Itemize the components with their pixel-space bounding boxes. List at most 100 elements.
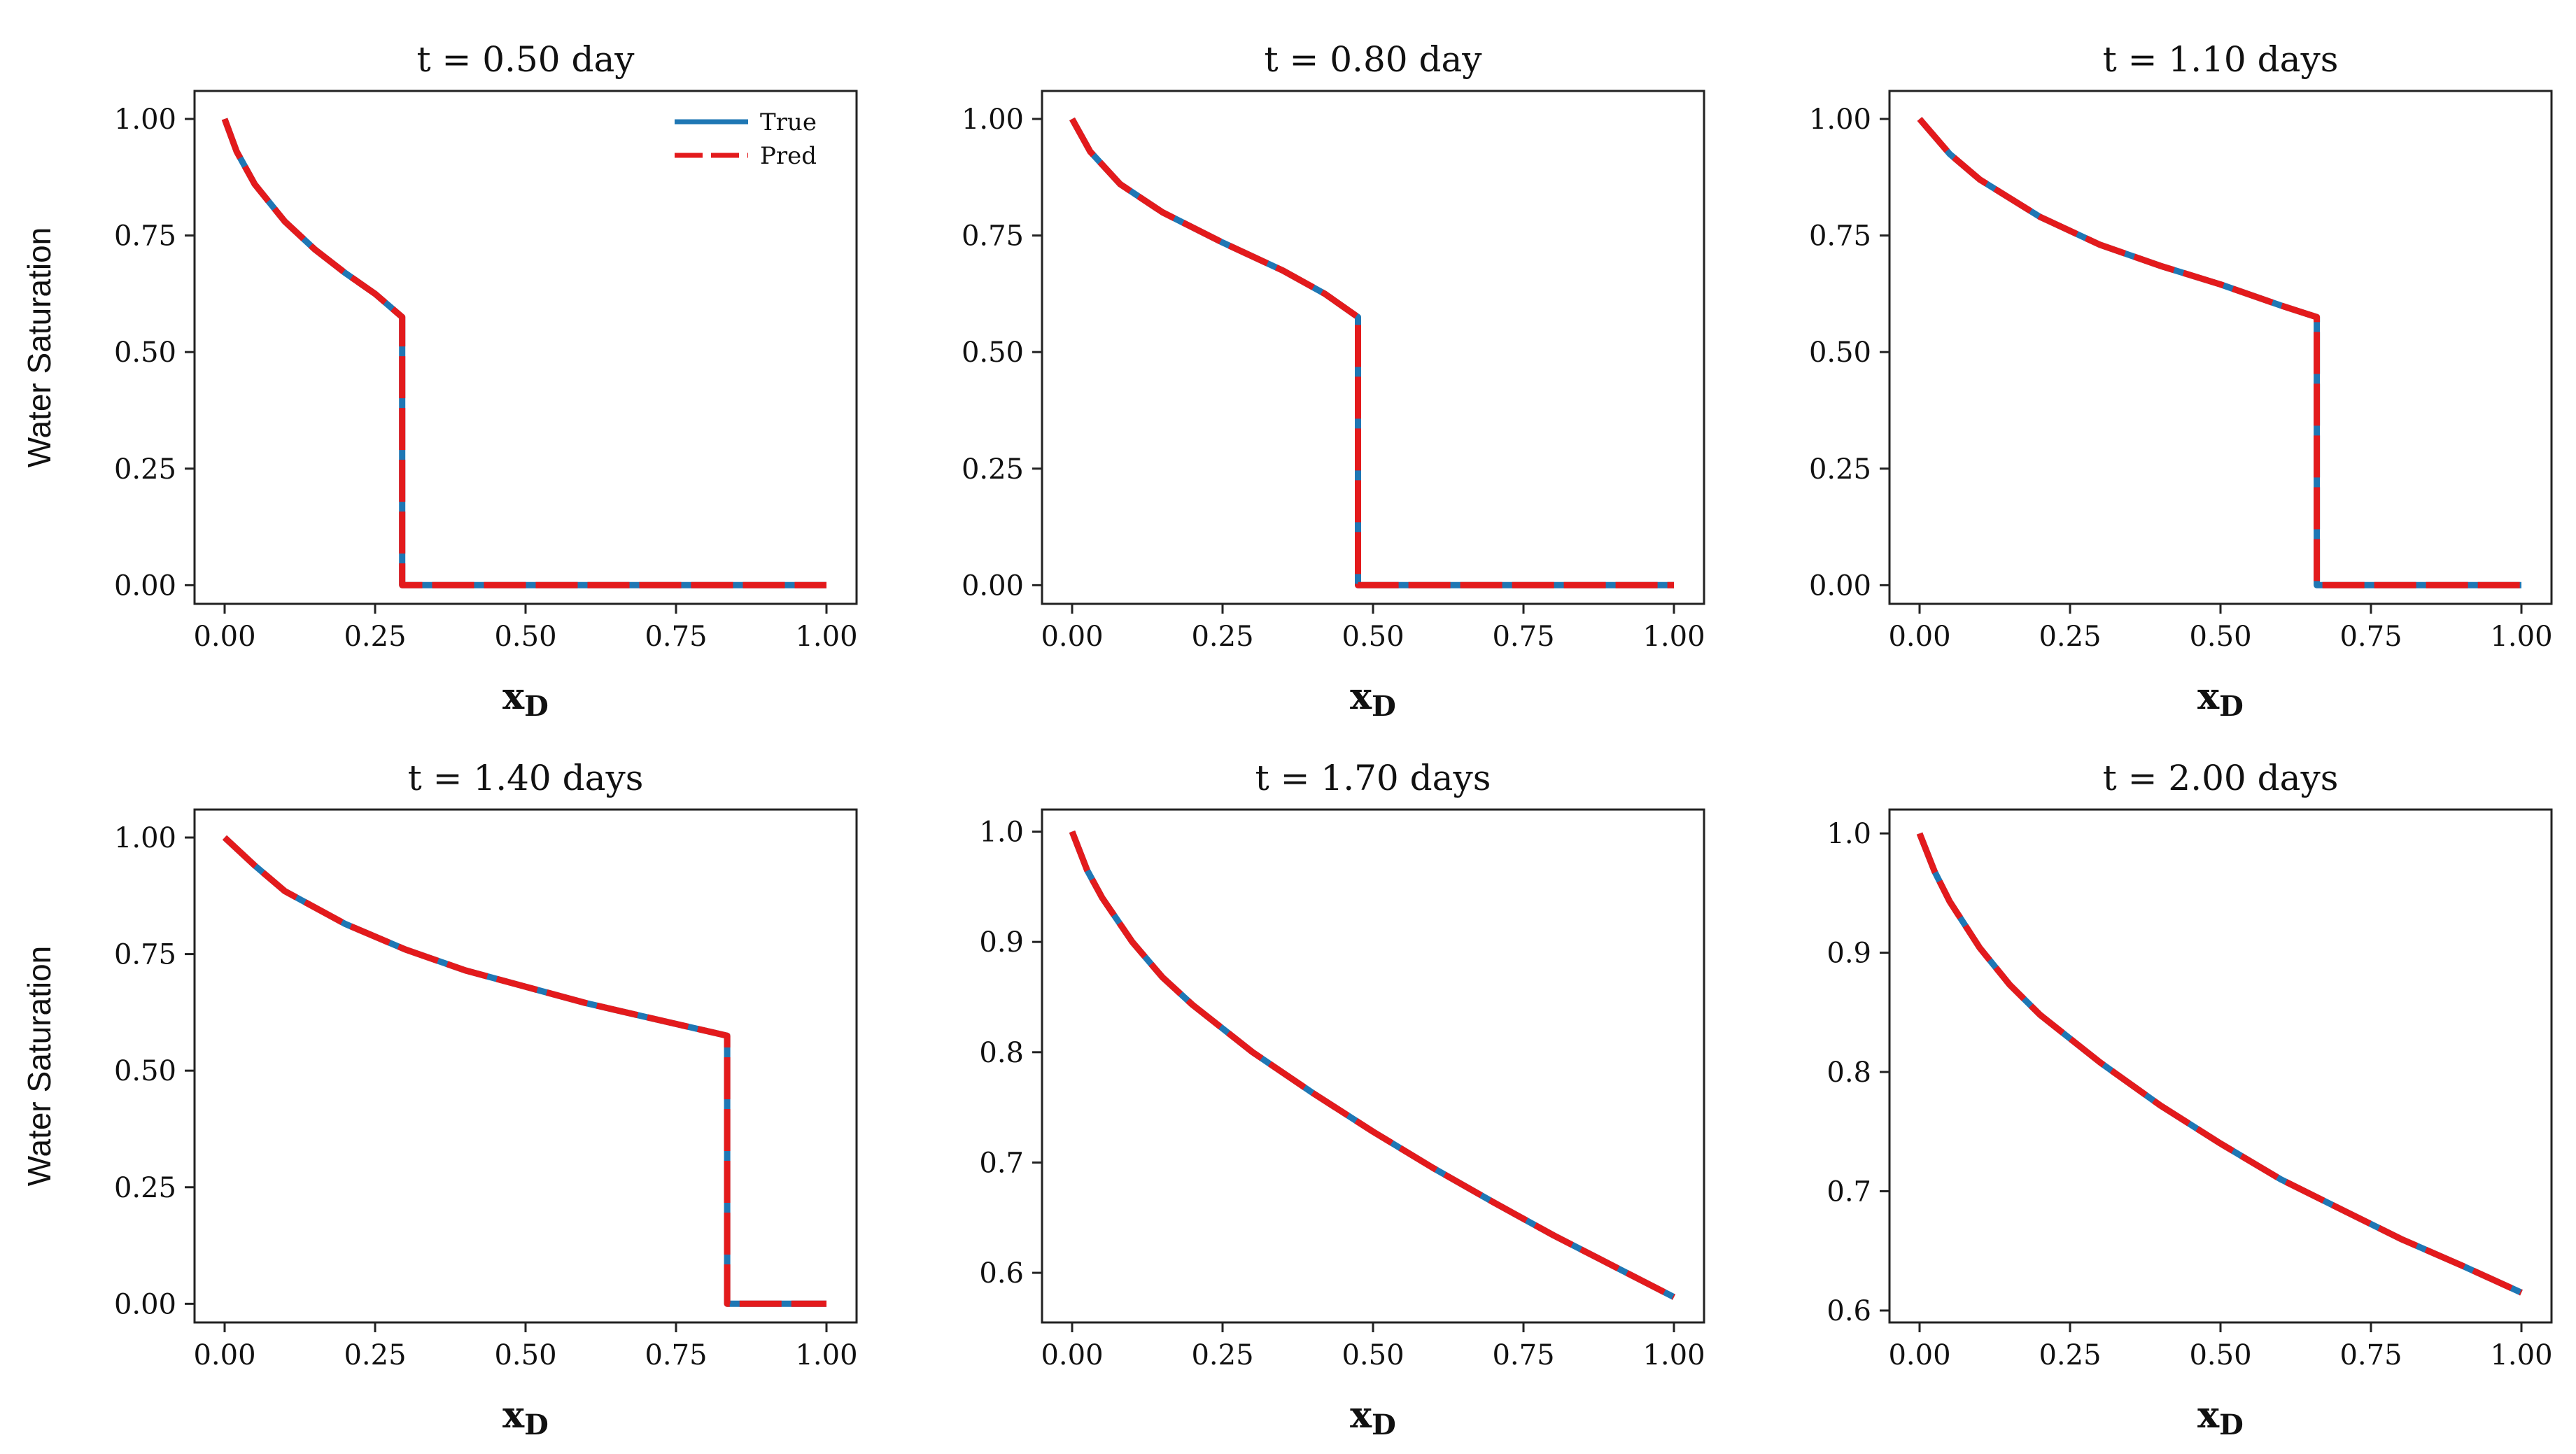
subplot-title: t = 0.80 day xyxy=(1264,39,1482,80)
x-tick-label: 0.25 xyxy=(1191,1339,1253,1371)
series-pred-line xyxy=(1069,117,1674,588)
x-tick-label: 1.00 xyxy=(795,621,857,653)
series-pred-line xyxy=(221,118,826,588)
y-tick-label: 1.00 xyxy=(1809,104,1871,136)
subplot-title: t = 0.50 day xyxy=(416,39,635,80)
x-axis-label-subscript: D xyxy=(524,690,549,723)
y-tick-label: 0.75 xyxy=(114,220,176,253)
y-tick-label: 1.00 xyxy=(114,104,176,136)
x-tick-label: 0.50 xyxy=(1342,1339,1404,1371)
x-axis-label-subscript: D xyxy=(1372,1409,1396,1441)
x-axis-label-subscript: D xyxy=(2219,1409,2244,1441)
legend-pred-label: Pred xyxy=(760,142,817,170)
y-tick-label: 0.6 xyxy=(1827,1295,1871,1327)
subplot-title: t = 1.10 days xyxy=(2103,39,2339,80)
y-tick-label: 0.00 xyxy=(1809,570,1871,602)
y-tick-label: 0.25 xyxy=(1809,453,1871,486)
x-tick-label: 0.25 xyxy=(344,621,406,653)
x-tick-label: 0.25 xyxy=(1191,621,1253,653)
x-axis-label: xD xyxy=(502,1394,549,1441)
subplot-5: t = 1.70 days 0.00 0.25 0.50 0.75 1.00 0.6 0.7 0… xyxy=(979,758,1705,1441)
y-tick-label: 0.00 xyxy=(962,570,1024,602)
y-tick-label: 0.9 xyxy=(1827,938,1871,970)
x-tick-label: 1.00 xyxy=(1642,621,1705,653)
y-tick-label: 0.8 xyxy=(979,1037,1024,1069)
x-axis-label-main: x xyxy=(1350,1394,1372,1437)
axes-frame xyxy=(1041,808,1705,1324)
legend-true-label: True xyxy=(760,108,817,136)
y-tick-label: 0.50 xyxy=(114,1055,176,1087)
x-tick-label: 1.00 xyxy=(1642,1339,1705,1371)
y-tick-label: 0.50 xyxy=(114,337,176,369)
x-tick-label: 0.50 xyxy=(2189,621,2251,653)
subplot-6: t = 2.00 days 0.00 0.25 0.50 0.75 1.00 0.6 0.7 0… xyxy=(1827,758,2552,1441)
x-axis-label: xD xyxy=(2197,675,2244,723)
x-tick-label: 0.75 xyxy=(645,1339,707,1371)
series-true-line xyxy=(1916,832,2523,1296)
subplot-title: t = 1.70 days xyxy=(1255,758,1491,798)
x-tick-label: 0.50 xyxy=(494,1339,556,1371)
x-axis-label-subscript: D xyxy=(2219,690,2244,723)
x-axis-label-subscript: D xyxy=(1372,690,1396,723)
axes-frame xyxy=(193,90,858,605)
axes-frame xyxy=(1041,90,1705,605)
x-axis-label-main: x xyxy=(502,1394,525,1437)
x-tick-label: 0.00 xyxy=(1888,621,1950,653)
series-pred-line xyxy=(222,835,826,1307)
x-tick-label: 0.00 xyxy=(1041,621,1103,653)
axes-frame xyxy=(1888,808,2553,1324)
series-pred-line xyxy=(1916,832,2523,1296)
x-axis-label-main: x xyxy=(2197,1394,2220,1437)
x-tick-label: 1.00 xyxy=(2490,1339,2552,1371)
y-tick-label: 0.50 xyxy=(962,337,1024,369)
series-true-line xyxy=(221,118,826,588)
subplot-1: t = 0.50 day 0.00 0.25 0.50 0.75 1.00 0.00 0.25… xyxy=(21,39,858,723)
x-axis-label-subscript: D xyxy=(524,1409,549,1441)
y-tick-label: 0.7 xyxy=(1827,1176,1871,1208)
x-axis-label-main: x xyxy=(2197,675,2220,718)
x-tick-label: 0.50 xyxy=(494,621,556,653)
y-tick-label: 0.00 xyxy=(114,570,176,602)
series-pred-line xyxy=(1069,830,1676,1300)
y-tick-label: 0.9 xyxy=(979,926,1024,959)
subplot-title: t = 2.00 days xyxy=(2103,758,2339,798)
y-tick-label: 1.0 xyxy=(979,817,1024,849)
x-axis-label-main: x xyxy=(502,675,525,718)
x-axis-label: xD xyxy=(2197,1394,2244,1441)
x-tick-label: 0.75 xyxy=(1492,621,1554,653)
legend: True Pred xyxy=(675,108,817,170)
y-tick-label: 1.00 xyxy=(962,104,1024,136)
x-tick-label: 0.00 xyxy=(1888,1339,1950,1371)
y-tick-label: 0.75 xyxy=(1809,220,1871,253)
x-tick-label: 0.75 xyxy=(1492,1339,1554,1371)
y-tick-label: 0.25 xyxy=(962,453,1024,486)
series-true-line xyxy=(1917,117,2521,588)
subplot-3: t = 1.10 days 0.00 0.25 0.50 0.75 1.00 0.00 0.2… xyxy=(1809,39,2553,723)
x-tick-label: 0.25 xyxy=(2039,1339,2101,1371)
y-tick-label: 0.25 xyxy=(114,1172,176,1204)
x-tick-label: 1.00 xyxy=(795,1339,857,1371)
y-tick-label: 1.00 xyxy=(114,822,176,854)
y-tick-label: 0.7 xyxy=(979,1147,1024,1179)
y-tick-label: 0.75 xyxy=(962,220,1024,253)
x-tick-label: 0.00 xyxy=(193,621,255,653)
y-axis-label: Water Saturation xyxy=(21,946,57,1186)
x-axis-label: xD xyxy=(502,675,549,723)
x-tick-label: 1.00 xyxy=(2490,621,2552,653)
y-tick-label: 1.0 xyxy=(1827,818,1871,850)
x-tick-label: 0.75 xyxy=(2339,621,2402,653)
x-axis-label-main: x xyxy=(1350,675,1372,718)
x-tick-label: 0.25 xyxy=(344,1339,406,1371)
x-axis-label: xD xyxy=(1350,1394,1396,1441)
x-axis-label: xD xyxy=(1350,675,1396,723)
subplot-2: t = 0.80 day 0.00 0.25 0.50 0.75 1.00 0.00 0.25… xyxy=(962,39,1705,723)
y-tick-label: 0.25 xyxy=(114,453,176,486)
subplot-title: t = 1.40 days xyxy=(408,758,644,798)
x-tick-label: 0.50 xyxy=(1342,621,1404,653)
axes-frame xyxy=(193,808,858,1324)
x-tick-label: 0.25 xyxy=(2039,621,2101,653)
x-tick-label: 0.00 xyxy=(1041,1339,1103,1371)
x-tick-label: 0.75 xyxy=(2339,1339,2402,1371)
series-true-line xyxy=(1069,117,1674,588)
